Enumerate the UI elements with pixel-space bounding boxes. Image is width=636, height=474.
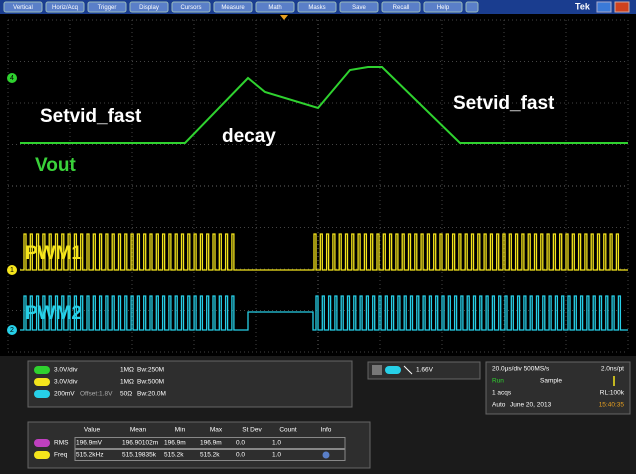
channel-impedance: 50Ω bbox=[120, 391, 132, 398]
channel-badge[interactable] bbox=[34, 390, 50, 398]
oscilloscope-screen: Tek Setvid_fast decay Setvid_fast Vout P… bbox=[0, 0, 636, 474]
acq-date: June 20, 2013 bbox=[510, 402, 552, 409]
acq-time: 15:40:35 bbox=[599, 402, 625, 409]
measurement-header: Count bbox=[279, 427, 297, 434]
channel-offset: Offset:1.8V bbox=[80, 391, 113, 398]
channel-badge[interactable] bbox=[34, 378, 50, 386]
channel-impedance: 1MΩ bbox=[120, 379, 134, 386]
acq-count: 1 acqs bbox=[492, 390, 512, 397]
annotation: Setvid_fast bbox=[453, 93, 555, 114]
measurement-cell: 196.9mV bbox=[76, 440, 103, 447]
channel-scale: 3.0V/div bbox=[54, 367, 78, 374]
minimize-button[interactable] bbox=[597, 2, 611, 12]
menu-label: Horiz/Acq bbox=[52, 5, 78, 11]
measurement-label: Freq bbox=[54, 452, 68, 459]
annotation: PWM2 bbox=[25, 303, 82, 324]
measurement-cell: 196.9m bbox=[200, 440, 222, 447]
measurement-badge bbox=[34, 439, 50, 447]
channel-scale: 3.0V/div bbox=[54, 379, 78, 386]
measurement-cell: 515.2kHz bbox=[76, 452, 103, 459]
channel-bandwidth: Bw:20.0M bbox=[137, 391, 166, 398]
annotation: Vout bbox=[35, 155, 76, 176]
trigger-icon bbox=[372, 365, 382, 375]
measurement-label: RMS bbox=[54, 440, 69, 447]
trigger-level: 1.66V bbox=[416, 367, 434, 374]
acq-record-length: RL:100k bbox=[600, 390, 625, 397]
menu-label: Cursors bbox=[180, 5, 201, 11]
annotation: decay bbox=[222, 126, 276, 147]
measurement-cell: 196.9m bbox=[164, 440, 186, 447]
close-button[interactable] bbox=[615, 2, 629, 12]
acq-mode: Sample bbox=[540, 378, 562, 385]
menu-more[interactable] bbox=[466, 2, 478, 12]
measurement-cell: 515.2k bbox=[200, 452, 220, 459]
menu-label: Vertical bbox=[13, 5, 33, 11]
measurement-cell: 0.0 bbox=[236, 452, 245, 459]
channel-marker-label: 2 bbox=[10, 327, 14, 334]
menu-label: Trigger bbox=[98, 5, 117, 11]
measurement-cell: 515.19835k bbox=[122, 452, 157, 459]
measurement-header: Min bbox=[175, 427, 186, 434]
acq-state: Run bbox=[492, 378, 504, 385]
acq-resolution: 2.0ns/pt bbox=[601, 366, 624, 373]
channel-bandwidth: Bw:500M bbox=[137, 379, 164, 386]
channel-bandwidth: Bw:250M bbox=[137, 367, 164, 374]
measurement-header: Max bbox=[210, 427, 223, 434]
measurement-header: Info bbox=[321, 427, 332, 434]
menu-label: Save bbox=[352, 5, 366, 11]
measurement-header: Mean bbox=[130, 427, 147, 434]
measurement-header: Value bbox=[84, 427, 101, 434]
measurement-cell: 196.90102m bbox=[122, 440, 158, 447]
brand: Tek bbox=[575, 1, 591, 11]
measurement-cell: 515.2k bbox=[164, 452, 184, 459]
menu-label: Masks bbox=[308, 5, 325, 11]
trigger-source[interactable] bbox=[385, 366, 401, 374]
measurement-badge bbox=[34, 451, 50, 459]
channel-badge[interactable] bbox=[34, 366, 50, 374]
menu-label: Recall bbox=[393, 5, 410, 11]
annotation: Setvid_fast bbox=[40, 106, 142, 127]
menu-label: Math bbox=[268, 5, 281, 11]
menu-label: Measure bbox=[221, 5, 245, 11]
menu-label: Help bbox=[437, 5, 450, 11]
channel-impedance: 1MΩ bbox=[120, 367, 134, 374]
measurement-cell: 0.0 bbox=[236, 440, 245, 447]
acq-trigger-mode: Auto bbox=[492, 402, 506, 409]
menu-label: Display bbox=[139, 5, 159, 11]
channel-marker-label: 4 bbox=[10, 75, 14, 82]
measurement-info[interactable] bbox=[323, 452, 330, 459]
channel-marker-label: 1 bbox=[10, 267, 14, 274]
measurement-header: St Dev bbox=[242, 427, 262, 434]
measurement-cell: 1.0 bbox=[272, 452, 281, 459]
acq-timebase: 20.0µs/div 500MS/s bbox=[492, 366, 550, 373]
measurement-cell: 1.0 bbox=[272, 440, 281, 447]
channel-scale: 200mV bbox=[54, 391, 75, 398]
